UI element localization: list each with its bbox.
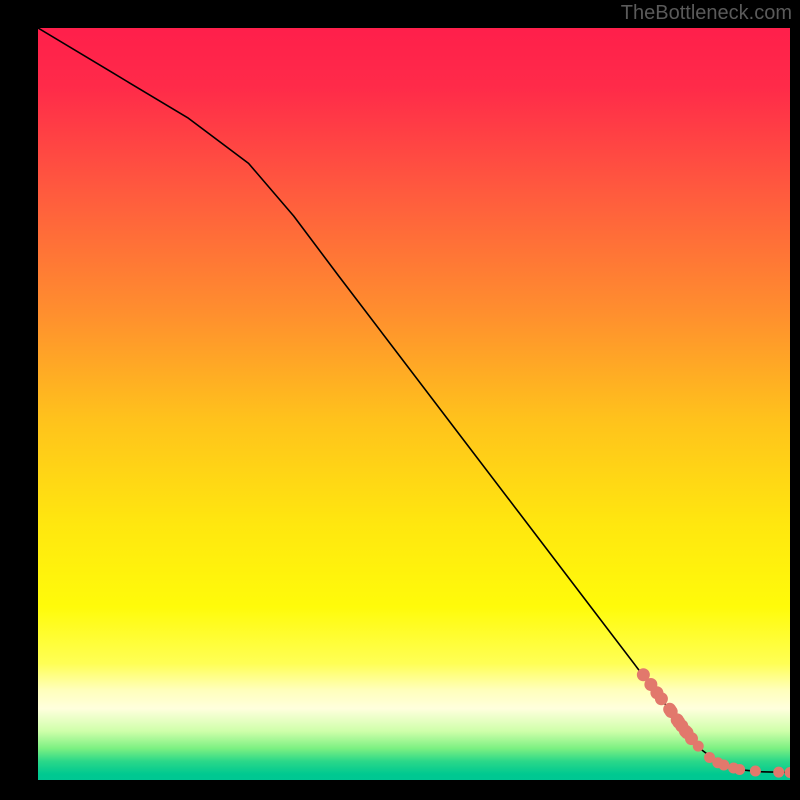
watermark-text: TheBottleneck.com xyxy=(621,2,792,25)
gradient-background xyxy=(38,28,790,780)
data-marker xyxy=(735,764,745,774)
chart-outer-frame: TheBottleneck.com xyxy=(0,0,800,800)
data-marker xyxy=(693,741,703,751)
data-marker xyxy=(655,693,667,705)
chart-svg xyxy=(38,28,790,780)
data-marker xyxy=(750,766,760,776)
data-marker xyxy=(774,767,784,777)
data-marker xyxy=(719,760,729,770)
plot-area xyxy=(38,28,790,780)
